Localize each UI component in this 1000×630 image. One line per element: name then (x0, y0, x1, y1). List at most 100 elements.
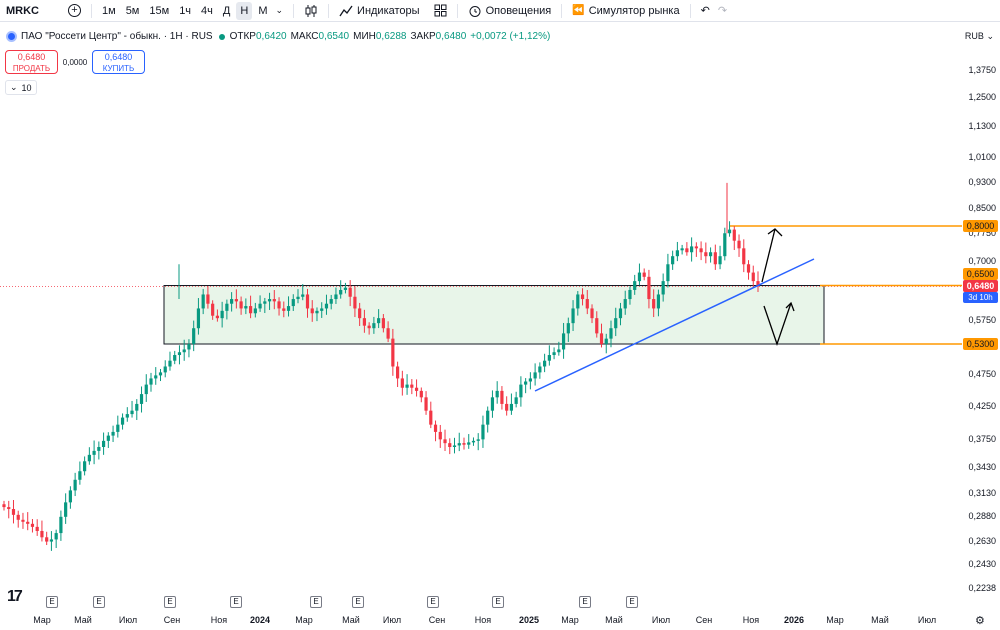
time-tick-label: 2026 (783, 615, 805, 625)
candle-body (244, 306, 248, 309)
interval-button[interactable]: 5м (125, 4, 140, 17)
candle-body (7, 507, 11, 510)
candle-body (543, 360, 547, 367)
interval-button[interactable]: 1м (102, 4, 116, 17)
chevron-down-icon: ⌄ (986, 31, 994, 41)
candle-body (433, 424, 438, 432)
candle-body (410, 384, 414, 388)
symbol-search[interactable]: MRKC (6, 4, 39, 17)
undo-button[interactable]: ↶ (697, 2, 714, 20)
candle-body (481, 424, 485, 440)
candle-body (486, 410, 490, 425)
earnings-badge[interactable]: E (492, 596, 504, 608)
time-tick-label: Мар (295, 615, 313, 625)
candle-body (490, 397, 495, 411)
candle-body (11, 509, 16, 515)
candle-body (253, 308, 257, 314)
price-chart[interactable] (0, 22, 962, 610)
sell-button[interactable]: 0,6480 ПРОДАТЬ (5, 50, 58, 74)
candle-body (599, 333, 604, 344)
candle-body (448, 443, 452, 447)
sell-price: 0,6480 (17, 52, 46, 62)
candle-body (732, 229, 736, 241)
candle-body (524, 381, 528, 385)
candle-body (604, 338, 608, 344)
indicators-collapse-button[interactable]: ⌄ 10 (5, 80, 37, 95)
add-symbol-button[interactable]: + (64, 2, 85, 20)
time-tick-label: Июл (118, 615, 138, 625)
earnings-badge[interactable]: E (352, 596, 364, 608)
time-tick-label: Июл (917, 615, 937, 625)
templates-button[interactable] (430, 2, 451, 20)
earnings-badge[interactable]: E (427, 596, 439, 608)
candle-body (78, 471, 82, 480)
legend-title[interactable]: ПАО "Россети Центр" - обыкн. · 1Н · RUS (21, 31, 213, 42)
candle-body (708, 252, 713, 257)
candle-body (73, 479, 77, 491)
candle-body (656, 294, 661, 309)
redo-button[interactable]: ↷ (714, 2, 731, 20)
gear-icon[interactable]: ⚙ (975, 615, 985, 627)
time-tick-label: Май (871, 615, 889, 625)
consolidation-zone (163, 285, 825, 345)
candle-body (429, 410, 433, 425)
buy-button[interactable]: 0,6480 КУПИТЬ (92, 50, 145, 74)
price-axis[interactable]: 1,3750 1,2500 1,1300 1,0100 0,9300 0,8500 0,77… (962, 22, 1000, 610)
earnings-badge[interactable]: E (579, 596, 591, 608)
earnings-badge[interactable]: E (310, 596, 322, 608)
candle-body (49, 539, 54, 542)
alerts-button[interactable]: Оповещения (464, 2, 556, 20)
tradingview-logo-icon[interactable]: 17 (7, 588, 23, 605)
countdown-tag: 3d 10h (963, 292, 998, 303)
top-toolbar: MRKC + 1м 5м 15м 1ч 4ч Д Н М ⌄ Индикаторы (0, 0, 1000, 22)
candle-body (680, 248, 684, 251)
candle-body (277, 301, 281, 309)
interval-dropdown-button[interactable]: ⌄ (271, 2, 287, 20)
replay-label: Симулятор рынка (588, 4, 680, 17)
toolbar-divider (689, 3, 691, 18)
currency-selector[interactable]: RUB ⌄ (965, 31, 994, 42)
earnings-badge[interactable]: E (230, 596, 242, 608)
close-value: 0,6480 (435, 31, 467, 42)
candle-body (471, 440, 476, 443)
candle-body (168, 360, 172, 367)
replay-button[interactable]: ⏪ Симулятор рынка (568, 2, 683, 20)
high-value: 0,6540 (318, 31, 350, 42)
earnings-badge[interactable]: E (164, 596, 176, 608)
time-axis[interactable]: Мар Май Июл Сен Ноя 2024 Мар Май Июл Сен Ноя 2025 Ма… (0, 611, 960, 630)
currency-label: RUB (964, 31, 984, 41)
time-tick-label: Мар (561, 615, 579, 625)
candle-body (125, 414, 129, 418)
candle-body (291, 299, 295, 307)
time-tick-label: Сен (163, 615, 181, 625)
indicators-button[interactable]: Индикаторы (335, 2, 424, 20)
interval-button[interactable]: 15м (149, 4, 170, 17)
interval-button[interactable]: Н (236, 1, 253, 20)
indicators-icon (339, 5, 353, 16)
price-tick-label: 0,5750 (968, 315, 996, 325)
chart-type-button[interactable] (300, 2, 322, 20)
chevron-down-icon: ⌄ (275, 5, 284, 15)
candle-body (286, 306, 291, 311)
interval-button[interactable]: 4ч (201, 4, 213, 17)
candle-body (699, 248, 703, 253)
earnings-badge[interactable]: E (626, 596, 638, 608)
earnings-badge[interactable]: E (93, 596, 105, 608)
interval-button[interactable]: 1ч (179, 4, 192, 17)
time-tick-label: Сен (428, 615, 446, 625)
time-tick-label: Май (605, 615, 623, 625)
alarm-clock-icon (469, 5, 481, 17)
earnings-badge[interactable]: E (46, 596, 58, 608)
candle-body (206, 294, 210, 304)
candle-body (580, 294, 585, 300)
candle-body (590, 308, 594, 319)
candle-body (139, 394, 144, 404)
candle-body (742, 248, 746, 265)
candle-body (519, 384, 523, 398)
candle-body (45, 537, 49, 542)
low-value: 0,6288 (375, 31, 407, 42)
candle-body (305, 294, 310, 309)
interval-button[interactable]: Д (222, 4, 231, 17)
last-price-tag: 0,6480 (963, 280, 998, 292)
interval-button[interactable]: М (258, 4, 268, 17)
